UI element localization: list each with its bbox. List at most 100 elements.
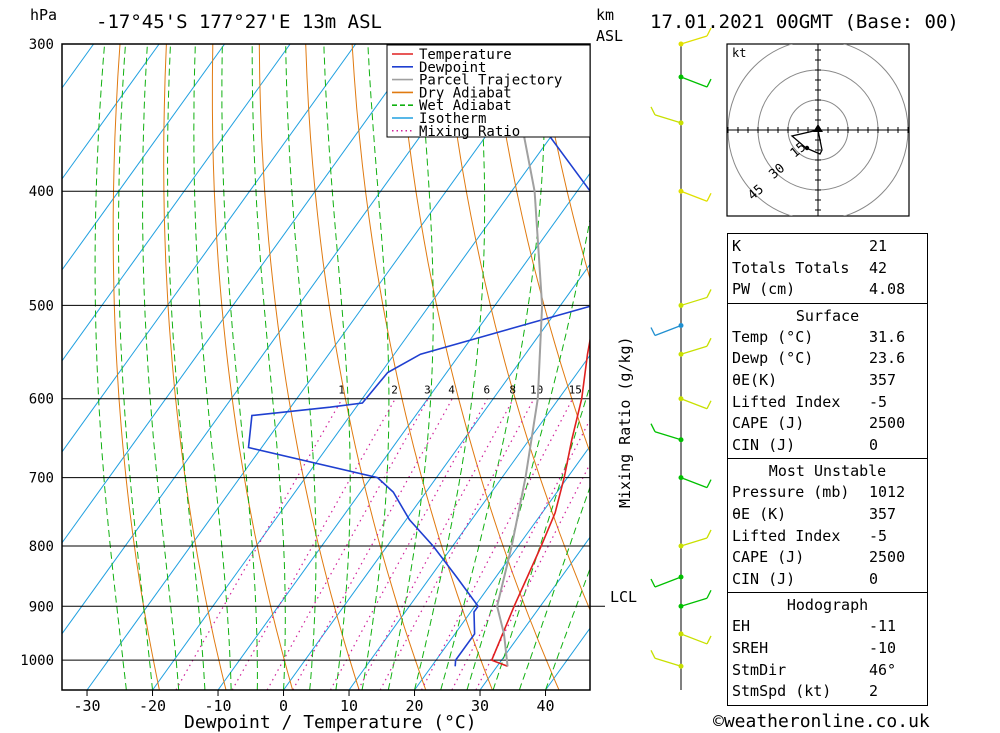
dry-adiabat-line (163, 44, 227, 690)
height-unit-asl: ASL (596, 27, 623, 45)
wind-profile-column (590, 27, 712, 690)
mixing-ratio-label: 20 (597, 384, 610, 397)
dry-adiabat-line (444, 44, 590, 612)
x-tick-label: -20 (139, 697, 166, 715)
index-row: Pressure (mb) 1012 (732, 482, 923, 504)
hodograph-point (804, 145, 810, 151)
hodograph-trace (790, 129, 823, 155)
dry-adiabat-line (956, 44, 1000, 690)
isotherm-line (62, 44, 160, 180)
index-label: StmDir (732, 660, 787, 679)
wind-barb (654, 114, 682, 124)
isotherm-line (86, 44, 553, 690)
wind-barb-flag (650, 649, 656, 659)
wind-barb-flag (706, 27, 712, 37)
wind-barb (680, 398, 708, 410)
index-label: θE(K) (732, 370, 778, 389)
wind-barb-flag (706, 78, 712, 88)
wind-barb-flag (706, 192, 712, 202)
index-value: 46° (869, 660, 897, 679)
isotherm-line (62, 44, 226, 271)
wind-barb-flag (706, 479, 712, 488)
mixing-ratio-label: 10 (530, 384, 543, 397)
wet-adiabat-line (118, 44, 153, 690)
legend-label: Dry Adiabat (419, 85, 512, 101)
isotherm-line (62, 44, 422, 544)
y-axis: 300 400 500 600 700 800 900 1000 (20, 37, 54, 669)
hodograph-unit: kt (732, 46, 746, 60)
wet-adiabat-line (323, 44, 351, 690)
wind-barb-flag (706, 589, 712, 599)
mixing-ratio-label: 4 (448, 384, 455, 397)
index-row: PW (cm) 4.08 (732, 279, 923, 301)
mixing-ratio-line (451, 418, 590, 690)
index-row: Totals Totals 42 (732, 258, 923, 280)
index-label: CAPE (J) (732, 414, 805, 433)
legend-label: Parcel Trajectory (419, 73, 562, 89)
most-unstable-indices: Most Unstable Pressure (mb) 1012 θE (K) 357… (728, 459, 927, 594)
wet-adiabat-line (492, 384, 590, 690)
index-value: 357 (869, 504, 897, 523)
wind-barb-flag (706, 337, 712, 347)
height-unit-km: km (596, 6, 614, 24)
parcel-trajectory-line (496, 122, 544, 667)
wind-barb-flag (650, 423, 656, 432)
wet-adiabat-line (251, 44, 286, 690)
index-value: 42 (869, 258, 888, 277)
index-value: 2500 (869, 548, 906, 567)
legend-label: Mixing Ratio (419, 124, 520, 140)
storm-motion-marker (813, 124, 823, 132)
x-tick-label: 10 (340, 697, 358, 715)
hodograph-indices: Hodograph EH -11 SREH -10 StmDir 46° StmSpd (k… (728, 593, 927, 706)
plot-frame (61, 43, 591, 691)
wet-adiabat-line (361, 44, 390, 690)
mixing-ratio-line (357, 398, 514, 690)
profiles (247, 44, 590, 668)
wind-barb-flag (706, 529, 712, 539)
mixing-ratio-label: 2 (391, 384, 398, 397)
legend-label: Wet Adiabat (419, 98, 512, 114)
wind-barb (680, 537, 708, 547)
mixing-ratio-line (379, 398, 535, 690)
index-row: Lifted Index -5 (732, 392, 923, 414)
index-value: -10 (869, 638, 897, 657)
hodograph-title: Hodograph (786, 596, 869, 615)
footer-credit[interactable]: ©weatheronline.co.uk (713, 711, 930, 732)
wind-barb-flag (650, 578, 656, 588)
index-label: θE (K) (732, 504, 787, 523)
mixing-ratio-line (231, 398, 396, 690)
wind-barb (680, 477, 708, 489)
index-value: -5 (869, 392, 888, 411)
y-tick-label: 500 (29, 298, 54, 314)
dry-adiabat-line (537, 44, 590, 281)
index-label: Temp (°C) (732, 327, 814, 346)
wet-adiabat-line (518, 485, 590, 690)
x-tick-label: -10 (204, 697, 231, 715)
most-unstable-title: Most Unstable (768, 462, 887, 481)
location-title: -17°45'S 177°27'E 13m ASL (96, 11, 382, 33)
wind-barb-flag (706, 635, 712, 645)
index-row: θE(K) 357 (732, 370, 923, 392)
index-label: CAPE (J) (732, 548, 805, 567)
wind-barb-flag (650, 327, 656, 336)
wet-adiabat-line (166, 44, 206, 690)
index-row: CIN (J) 0 (732, 569, 923, 591)
index-value: 1012 (869, 483, 906, 502)
index-row: θE (K) 357 (732, 504, 923, 526)
mixing-ratio-line (292, 398, 453, 690)
temperature-line (490, 44, 590, 668)
index-row: StmDir 46° (732, 660, 923, 682)
legend-label: Isotherm (419, 111, 486, 127)
wet-adiabat-line (285, 44, 317, 690)
index-value: -5 (869, 526, 888, 545)
dry-adiabat-line (258, 44, 360, 690)
dry-adiabat-line (305, 44, 427, 690)
index-label: CIN (J) (732, 569, 796, 588)
wind-barb (654, 431, 682, 441)
legend-label: Temperature (419, 47, 512, 63)
index-row: SREH -10 (732, 638, 923, 660)
wind-barb-flag (706, 289, 712, 298)
mixing-ratio-axis-label: Mixing Ratio (g/kg) (616, 336, 634, 508)
x-axis-label: Dewpoint / Temperature (°C) (184, 712, 477, 733)
y-tick-label: 1000 (20, 653, 54, 669)
